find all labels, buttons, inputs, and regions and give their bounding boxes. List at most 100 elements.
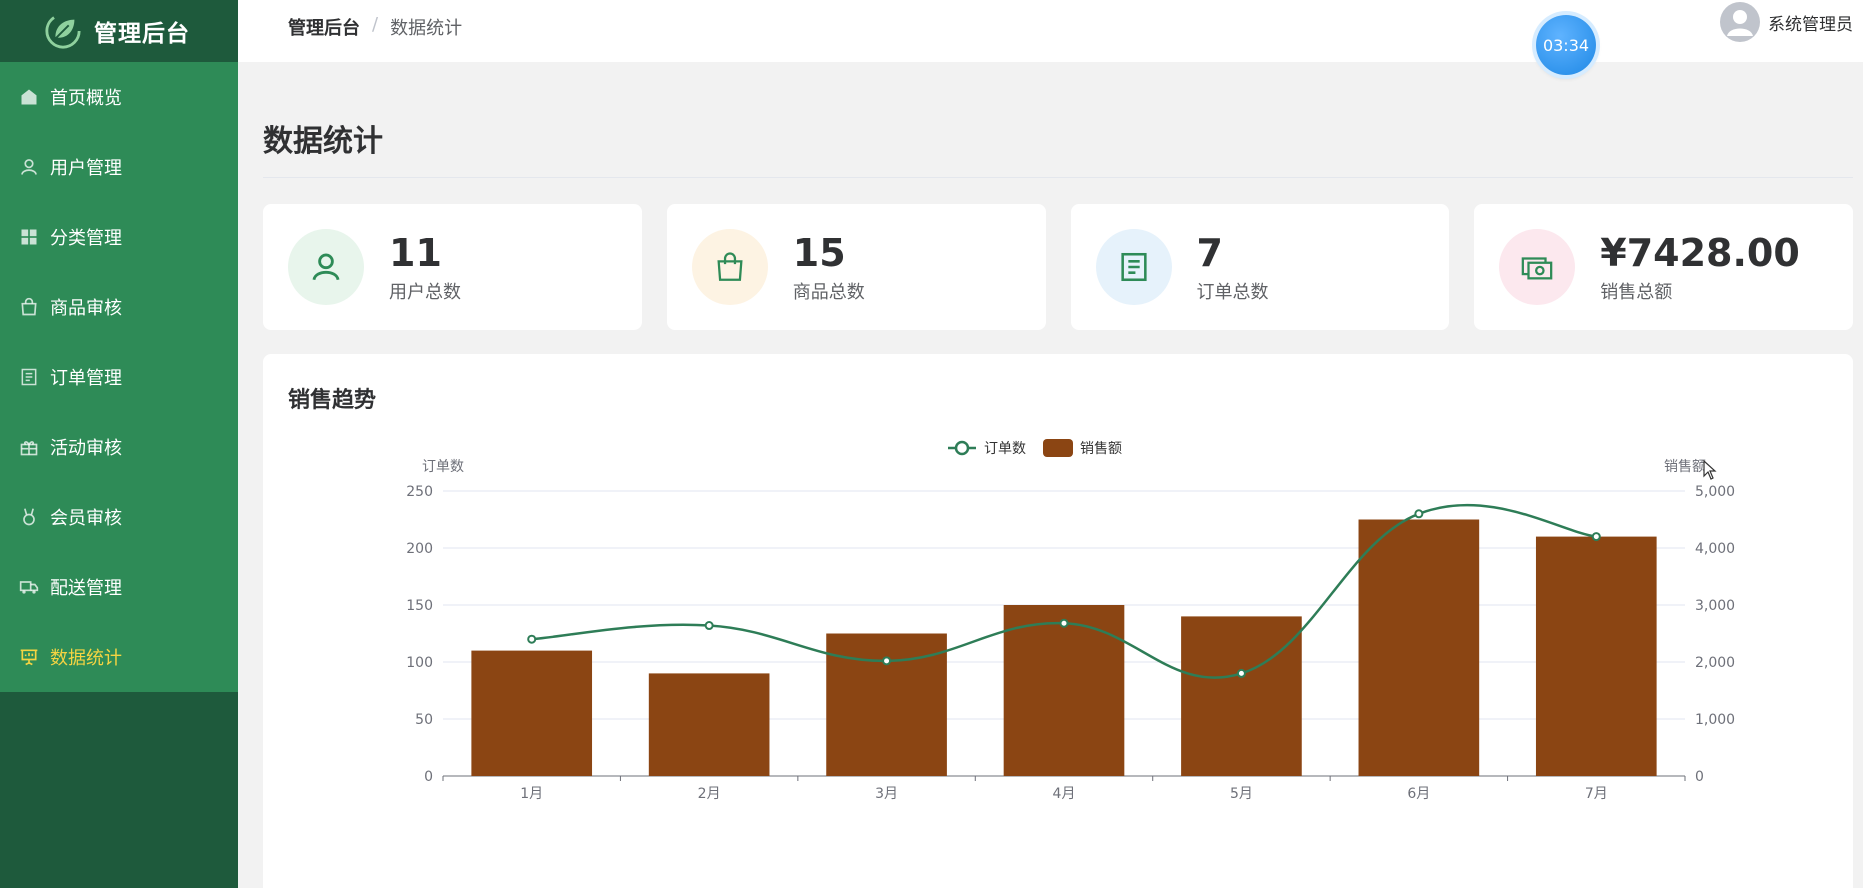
money-icon [1499,229,1576,305]
presentation-chart-icon [18,646,40,668]
line-point [882,656,892,666]
stat-value: 15 [792,231,846,275]
leaf-logo-icon [45,13,81,49]
y-right-tick-label: 1,000 [1695,712,1735,728]
home-icon [18,86,40,108]
y-left-tick-label: 250 [406,484,433,500]
stat-label: 用户总数 [389,282,461,303]
bar [471,650,593,776]
y-right-tick-label: 2,000 [1695,655,1735,671]
stat-value: 7 [1196,231,1223,275]
y-left-axis-label: 订单数 [422,459,464,475]
truck-icon [18,576,40,598]
stat-card: 11 用户总数 [263,204,642,330]
mouse-cursor-icon [1703,460,1717,480]
y-right-tick-label: 4,000 [1695,541,1735,557]
stat-card: ¥7428.00 销售总额 [1474,204,1853,330]
avatar[interactable] [1720,2,1760,42]
stat-label: 商品总数 [792,282,865,303]
page-title: 数据统计 [263,124,383,159]
stat-label: 销售总额 [1600,282,1673,303]
sidebar-item-5[interactable]: 活动审核 [0,412,238,482]
sidebar-item-3[interactable]: 商品审核 [0,272,238,342]
sidebar-item-label: 配送管理 [50,578,122,599]
x-tick-label: 4月 [1053,786,1076,802]
y-left-tick-label: 200 [406,541,433,557]
y-left-tick-label: 50 [415,712,433,728]
legend-line-marker [954,440,970,456]
x-tick-label: 5月 [1230,786,1253,802]
document-icon [1095,229,1172,305]
user-menu[interactable]: 系统管理员 [1720,2,1853,42]
sidebar-item-label: 用户管理 [50,158,122,179]
y-right-axis-label: 销售额 [1664,459,1706,475]
line-point [704,621,714,631]
y-left-tick-label: 150 [406,598,433,614]
grid-icon [18,226,40,248]
avatar-person-icon [1727,10,1753,36]
line-point [1236,668,1246,678]
user-icon [18,156,40,178]
sidebar-item-label: 订单管理 [50,368,122,389]
breadcrumb-separator: / [372,14,379,35]
x-tick-label: 6月 [1407,786,1430,802]
breadcrumb-root-link[interactable]: 管理后台 [288,18,360,39]
user-icon [288,229,364,305]
legend-label: 订单数 [984,441,1026,457]
stat-cards: 11 用户总数 15 商品总数 7 订单总数 ¥7428.00 销售总额 [263,204,1853,330]
x-tick-label: 7月 [1585,786,1608,802]
line-point [1414,509,1424,519]
sidebar-item-0[interactable]: 首页概览 [0,62,238,132]
bar [1535,536,1657,776]
stat-card: 7 订单总数 [1070,204,1450,330]
bar [648,673,770,776]
bar [1358,519,1480,776]
y-right-tick-label: 3,000 [1695,598,1735,614]
bar [1003,605,1125,776]
sidebar-item-8[interactable]: 数据统计 [0,622,238,692]
sidebar-item-label: 活动审核 [50,438,122,459]
y-left-tick-label: 0 [424,769,433,785]
shopping-bag-icon [691,229,768,305]
line-point [1059,618,1069,628]
stat-value: ¥7428.00 [1600,231,1800,275]
y-right-tick-label: 5,000 [1695,484,1735,500]
timer-badge[interactable]: 03:34 [1536,15,1596,75]
sidebar-item-label: 会员审核 [50,508,122,529]
user-name[interactable]: 系统管理员 [1768,14,1853,35]
legend-label: 销售额 [1080,441,1122,457]
line-point [527,634,537,644]
medal-icon [18,506,40,528]
sales-trend-panel: 销售趋势 0 50 100 150 200 250 0 1,000 2,000 3,000 4,00… [263,354,1853,888]
gift-icon [18,436,40,458]
chart-title: 销售趋势 [288,388,377,413]
stat-value: 11 [389,231,442,275]
sidebar-item-label: 分类管理 [50,228,122,249]
y-right-tick-label: 0 [1695,769,1704,785]
x-tick-label: 3月 [875,786,898,802]
sidebar-item-7[interactable]: 配送管理 [0,552,238,622]
sidebar-item-label: 首页概览 [50,88,122,109]
breadcrumb: 管理后台 / 数据统计 [288,14,462,40]
sidebar-item-1[interactable]: 用户管理 [0,132,238,202]
sidebar-item-6[interactable]: 会员审核 [0,482,238,552]
line-point [1591,532,1601,542]
sidebar-item-4[interactable]: 订单管理 [0,342,238,412]
sidebar-item-label: 数据统计 [50,648,122,669]
sidebar-item-label: 商品审核 [50,298,122,319]
top-header: 管理后台 / 数据统计 03:34 系统管理员 [238,0,1863,75]
stat-card: 15 商品总数 [666,204,1046,330]
title-divider [263,177,1853,178]
y-left-tick-label: 100 [406,655,433,671]
legend-bar-swatch [1043,439,1073,457]
stat-label: 订单总数 [1196,282,1269,303]
bag-icon [18,296,40,318]
sidebar-item-2[interactable]: 分类管理 [0,202,238,272]
sidebar: 管理后台 首页概览 用户管理 分类管理 商品审核 订单管理 活动审核 会员审核 … [0,0,238,888]
sales-trend-chart: 0 50 100 150 200 250 0 1,000 2,000 3,000 4,000 5,00… [406,439,1735,802]
x-tick-label: 1月 [520,786,543,802]
logo: 管理后台 [0,0,238,62]
main-content: 数据统计 11 用户总数 15 商品总数 7 订单总数 ¥7428.00 销售总… [238,62,1863,888]
breadcrumb-current: 数据统计 [390,18,463,39]
document-icon [18,366,40,388]
